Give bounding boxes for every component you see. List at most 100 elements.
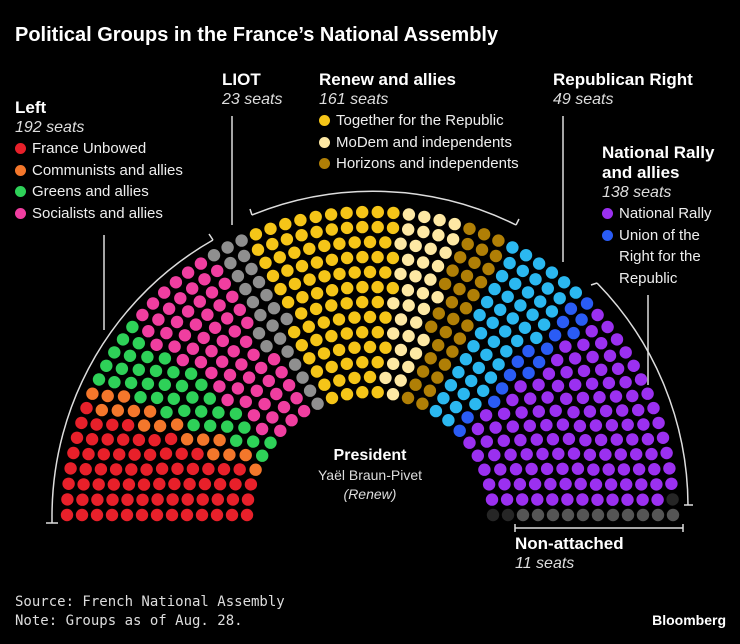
seat-liot [231,269,245,283]
seat-greens-and-allies [160,406,173,419]
seat-france-unbowed [155,462,169,475]
seat-horizons-and-independents [460,269,474,283]
seat-france-unbowed [180,508,194,522]
seat-socialists-and-allies [194,257,208,270]
seat-horizons-and-independents [454,251,467,264]
seat-republican-right [532,257,546,270]
seat-socialists-and-allies [247,348,260,361]
legend-item: Socialists and allies [15,203,183,225]
seat-together-for-the-republic [371,280,384,294]
seat-modem-and-independents [416,256,430,269]
seat-socialists-and-allies [205,286,219,299]
seat-france-unbowed [67,446,80,460]
seat-france-unbowed [61,493,74,506]
seat-national-rally [523,419,536,432]
seat-modem-and-independents [424,273,437,286]
legend-item: MoDem and independents [319,132,519,154]
seat-france-unbowed [117,433,130,446]
seat-national-rally [641,433,655,446]
seat-republican-right [569,286,582,299]
seat-liot [224,256,237,270]
seat-republican-right [541,282,554,295]
seat-horizons-and-independents [482,262,495,276]
seat-greens-and-allies [247,435,260,448]
seat-horizons-and-independents [474,275,488,289]
legend-label: Communists and allies [32,161,183,179]
seat-together-for-the-republic [325,360,338,374]
seat-national-rally [601,320,614,334]
seat-national-rally [611,362,625,375]
seat-socialists-and-allies [152,313,165,326]
seat-together-for-the-republic [325,329,338,343]
seat-republican-right [452,366,465,379]
seat-together-for-the-republic [280,233,294,246]
seat-france-unbowed [90,418,103,431]
seat-union-of-the-right-for-the-republic [503,368,517,382]
seat-together-for-the-republic [348,266,361,279]
seat-socialists-and-allies [275,366,288,379]
seat-non-attached [546,508,560,522]
seat-france-unbowed [213,478,227,491]
seat-france-unbowed [120,508,134,522]
legend-label: Together for the Republic [336,112,504,129]
seat-greens-and-allies [204,419,217,432]
seat-horizons-and-independents [439,325,452,339]
seat-national-rally [498,478,511,491]
seat-greens-and-allies [175,379,189,393]
seat-together-for-the-republic [274,282,287,296]
seat-socialists-and-allies [213,299,226,312]
seat-union-of-the-right-for-the-republic [461,411,474,424]
seat-france-unbowed [217,463,231,476]
seat-communists-and-allies [127,404,141,418]
seat-republican-right [501,290,514,303]
seat-national-rally [471,449,484,462]
seat-greens-and-allies [116,333,130,346]
seat-socialists-and-allies [223,368,237,382]
seat-socialists-and-allies [228,325,241,338]
seat-national-rally [605,419,619,432]
seat-together-for-the-republic [279,217,292,231]
seat-france-unbowed [136,493,149,506]
seat-together-for-the-republic [264,222,277,235]
seat-national-rally [471,422,485,436]
seat-national-rally [568,352,582,365]
seat-socialists-and-allies [181,266,195,279]
seat-together-for-the-republic [348,311,361,324]
seat-communists-and-allies [143,405,157,418]
seat-national-rally [591,493,604,506]
seat-together-for-the-republic [325,299,338,312]
seat-vacant [486,508,500,522]
seat-national-rally [551,353,564,367]
seat-together-for-the-republic [386,281,399,295]
seat-national-rally [652,416,665,430]
seat-modem-and-independents [431,291,444,304]
seat-modem-and-independents [409,239,422,253]
seat-together-for-the-republic [309,302,323,316]
seat-modem-and-independents [394,267,407,281]
seat-greens-and-allies [158,378,171,391]
seat-socialists-and-allies [227,345,240,358]
seat-together-for-the-republic [379,341,392,354]
seat-socialists-and-allies [241,316,254,329]
seat-national-rally [586,350,599,364]
seat-republican-right [480,348,493,361]
seat-france-unbowed [80,401,93,415]
seat-republican-right [494,303,507,316]
seat-france-unbowed [90,508,104,522]
seat-together-for-the-republic [259,256,272,269]
seat-national-rally [559,477,572,491]
seat-france-unbowed [244,478,258,491]
seat-republican-right [444,379,458,392]
seat-socialists-and-allies [270,387,283,401]
seat-together-for-the-republic [288,325,301,339]
seat-horizons-and-independents [446,345,459,358]
seat-together-for-the-republic [325,391,339,405]
seat-national-rally [610,333,624,346]
seat-republican-right [442,414,455,427]
seat-france-unbowed [186,462,200,476]
legend-label-line: Union of the [619,226,700,244]
seat-modem-and-independents [431,259,445,273]
left-bracket [46,233,214,524]
seat-horizons-and-independents [489,249,503,263]
seat-horizons-and-independents [453,282,466,296]
